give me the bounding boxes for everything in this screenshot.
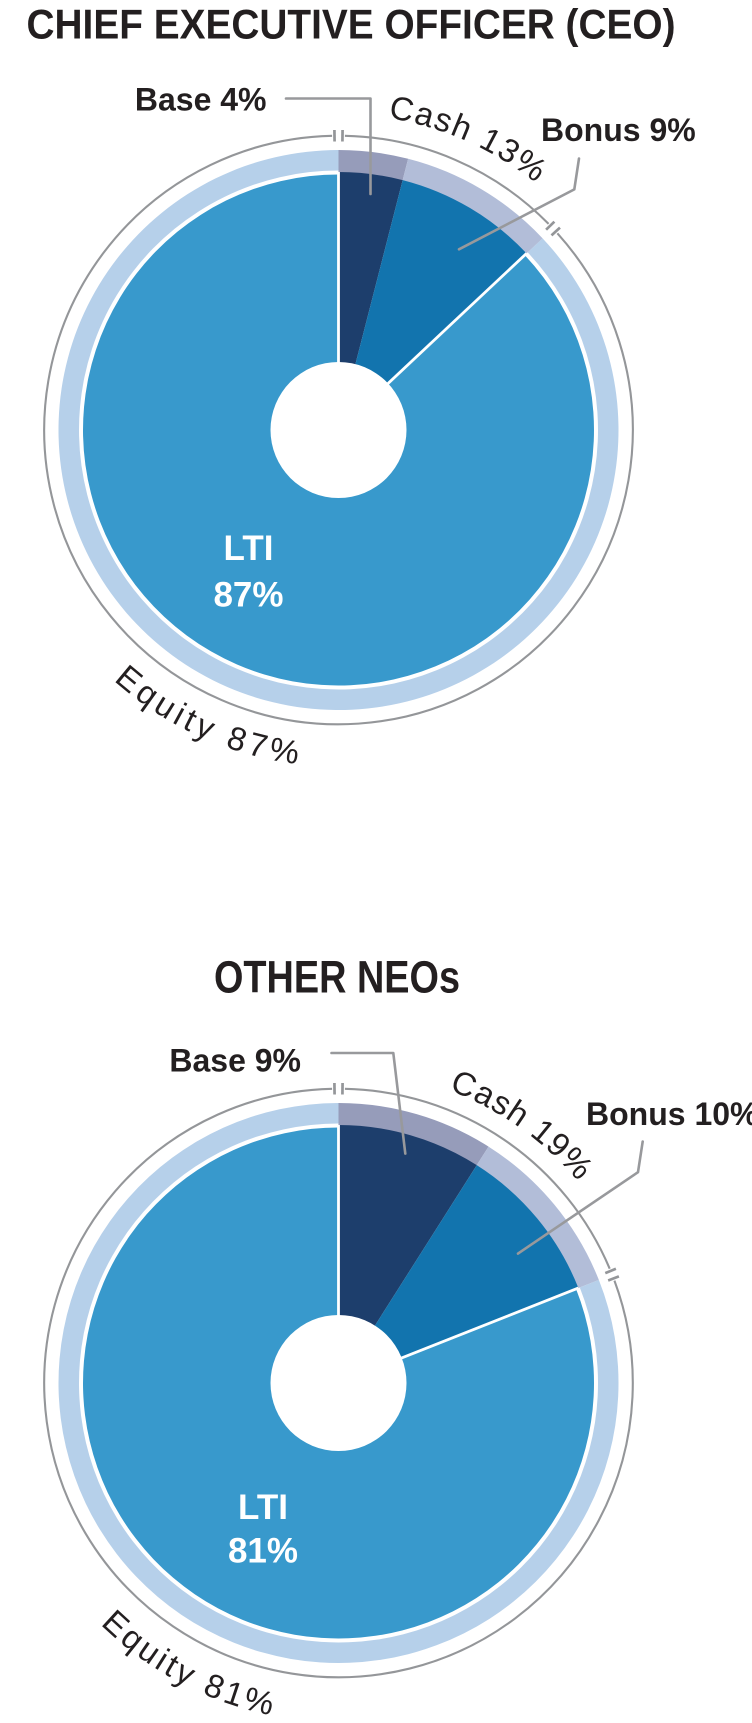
svg-text:87%: 87% bbox=[213, 576, 283, 615]
svg-text:LTI: LTI bbox=[224, 529, 274, 568]
svg-text:Bonus 10%: Bonus 10% bbox=[586, 1096, 752, 1132]
svg-text:LTI: LTI bbox=[238, 1488, 288, 1527]
svg-text:Base 9%: Base 9% bbox=[169, 1043, 301, 1079]
svg-text:OTHER NEOs: OTHER NEOs bbox=[214, 952, 460, 1003]
svg-text:Bonus 9%: Bonus 9% bbox=[541, 112, 696, 148]
svg-text:Base 4%: Base 4% bbox=[135, 82, 267, 118]
svg-text:CHIEF EXECUTIVE OFFICER (CEO): CHIEF EXECUTIVE OFFICER (CEO) bbox=[27, 1, 676, 48]
svg-text:81%: 81% bbox=[228, 1532, 298, 1571]
